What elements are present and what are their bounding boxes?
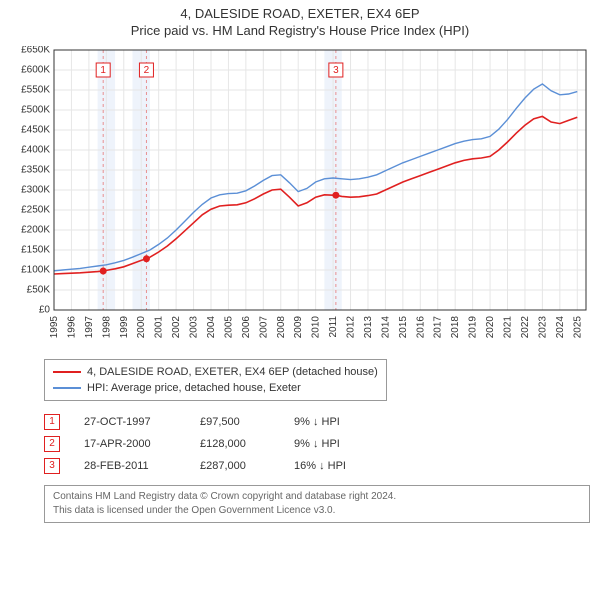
sale-marker-icon: 3 (44, 458, 60, 474)
chart-plot: £0 £50K £100K £150K £200K £250K £300K £350K £400… (10, 46, 590, 351)
title-address: 4, DALESIDE ROAD, EXETER, EX4 6EP (0, 6, 600, 21)
sale-delta: 9% ↓ HPI (294, 411, 340, 433)
svg-text:£450K: £450K (21, 125, 50, 136)
footer-line: Contains HM Land Registry data © Crown c… (53, 490, 581, 504)
legend: 4, DALESIDE ROAD, EXETER, EX4 6EP (detac… (44, 359, 387, 401)
svg-text:2008: 2008 (276, 316, 287, 339)
svg-text:£0: £0 (39, 305, 51, 316)
svg-text:2020: 2020 (485, 316, 496, 339)
svg-text:£50K: £50K (27, 285, 51, 296)
sale-price: £97,500 (200, 411, 270, 433)
table-row: 3 28-FEB-2011 £287,000 16% ↓ HPI (44, 455, 590, 477)
svg-text:2012: 2012 (346, 316, 357, 339)
svg-text:2004: 2004 (206, 316, 217, 339)
svg-text:£200K: £200K (21, 225, 50, 236)
chart-titles: 4, DALESIDE ROAD, EXETER, EX4 6EP Price … (0, 0, 600, 38)
svg-text:2001: 2001 (154, 316, 165, 339)
chart-svg: £0 £50K £100K £150K £200K £250K £300K £350K £400… (10, 46, 590, 346)
title-subtitle: Price paid vs. HM Land Registry's House … (0, 23, 600, 38)
svg-text:£400K: £400K (21, 145, 50, 156)
svg-text:3: 3 (333, 65, 339, 76)
sale-price: £128,000 (200, 433, 270, 455)
sale-marker-icon: 1 (44, 414, 60, 430)
table-row: 1 27-OCT-1997 £97,500 9% ↓ HPI (44, 411, 590, 433)
sale-price: £287,000 (200, 455, 270, 477)
svg-text:2002: 2002 (171, 316, 182, 339)
svg-text:£300K: £300K (21, 185, 50, 196)
svg-text:1995: 1995 (49, 316, 60, 339)
sale-date: 17-APR-2000 (84, 433, 176, 455)
legend-swatch (53, 387, 81, 389)
svg-text:2016: 2016 (415, 316, 426, 339)
svg-text:£650K: £650K (21, 46, 50, 56)
sale-date: 27-OCT-1997 (84, 411, 176, 433)
svg-text:2007: 2007 (258, 316, 269, 339)
table-row: 2 17-APR-2000 £128,000 9% ↓ HPI (44, 433, 590, 455)
svg-text:£550K: £550K (21, 85, 50, 96)
svg-text:2019: 2019 (468, 316, 479, 339)
svg-text:2010: 2010 (311, 316, 322, 339)
svg-text:2000: 2000 (136, 316, 147, 339)
svg-text:2014: 2014 (380, 316, 391, 339)
svg-text:1997: 1997 (84, 316, 95, 339)
svg-text:2009: 2009 (293, 316, 304, 339)
svg-text:2021: 2021 (503, 316, 514, 339)
footer-attribution: Contains HM Land Registry data © Crown c… (44, 485, 590, 523)
svg-text:£350K: £350K (21, 165, 50, 176)
svg-text:1: 1 (100, 65, 106, 76)
sale-date: 28-FEB-2011 (84, 455, 176, 477)
legend-item: HPI: Average price, detached house, Exet… (53, 380, 378, 396)
legend-swatch (53, 371, 81, 373)
svg-text:1999: 1999 (119, 316, 130, 339)
svg-text:1996: 1996 (66, 316, 77, 339)
svg-text:£500K: £500K (21, 105, 50, 116)
legend-label: 4, DALESIDE ROAD, EXETER, EX4 6EP (detac… (87, 364, 378, 380)
svg-text:£600K: £600K (21, 65, 50, 76)
sale-delta: 16% ↓ HPI (294, 455, 346, 477)
svg-text:2023: 2023 (537, 316, 548, 339)
svg-text:2017: 2017 (433, 316, 444, 339)
svg-text:2015: 2015 (398, 316, 409, 339)
chart-container: 4, DALESIDE ROAD, EXETER, EX4 6EP Price … (0, 0, 600, 523)
svg-text:£150K: £150K (21, 245, 50, 256)
svg-text:2024: 2024 (555, 316, 566, 339)
svg-text:£100K: £100K (21, 265, 50, 276)
sales-table: 1 27-OCT-1997 £97,500 9% ↓ HPI 2 17-APR-… (44, 411, 590, 477)
svg-text:1998: 1998 (101, 316, 112, 339)
footer-line: This data is licensed under the Open Gov… (53, 504, 581, 518)
svg-text:2: 2 (144, 65, 150, 76)
svg-text:2005: 2005 (223, 316, 234, 339)
svg-text:2003: 2003 (189, 316, 200, 339)
legend-label: HPI: Average price, detached house, Exet… (87, 380, 301, 396)
svg-text:2025: 2025 (572, 316, 583, 339)
legend-item: 4, DALESIDE ROAD, EXETER, EX4 6EP (detac… (53, 364, 378, 380)
svg-text:2022: 2022 (520, 316, 531, 339)
svg-text:£250K: £250K (21, 205, 50, 216)
svg-text:2011: 2011 (328, 316, 339, 338)
svg-text:2013: 2013 (363, 316, 374, 339)
svg-text:2018: 2018 (450, 316, 461, 339)
svg-text:2006: 2006 (241, 316, 252, 339)
sale-delta: 9% ↓ HPI (294, 433, 340, 455)
sale-marker-icon: 2 (44, 436, 60, 452)
